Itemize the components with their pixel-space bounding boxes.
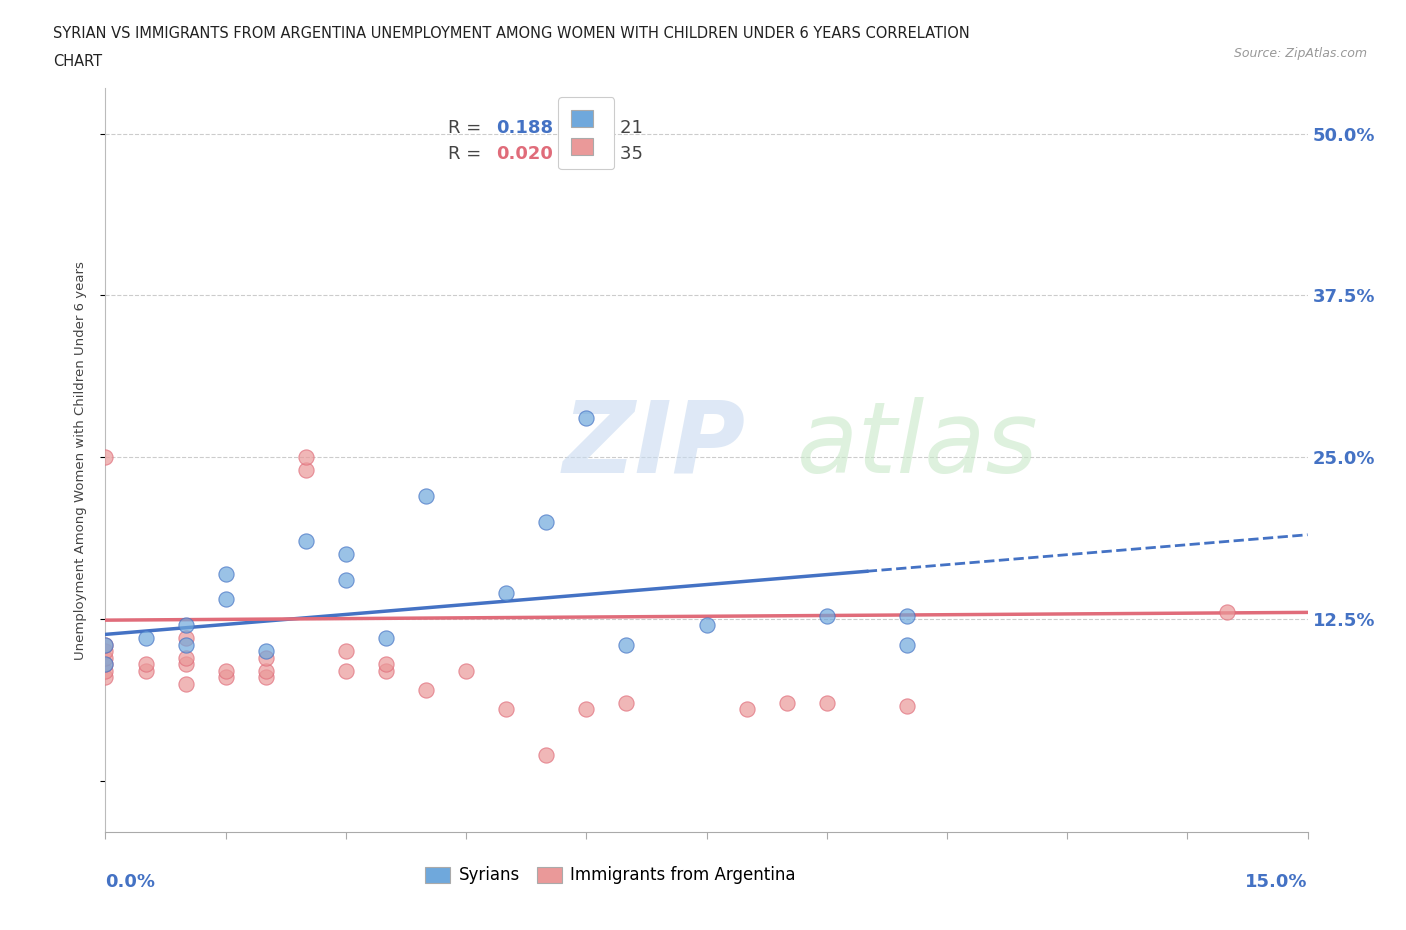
Point	[214, 670, 236, 684]
Point	[94, 637, 117, 652]
Text: R =: R =	[449, 119, 486, 137]
Point	[335, 644, 357, 658]
Point	[696, 618, 718, 632]
Y-axis label: Unemployment Among Women with Children Under 6 years: Unemployment Among Women with Children U…	[75, 261, 87, 659]
Legend: Syrians, Immigrants from Argentina: Syrians, Immigrants from Argentina	[419, 859, 801, 891]
Text: 0.020: 0.020	[496, 145, 553, 163]
Point	[415, 488, 437, 503]
Point	[214, 592, 236, 607]
Text: atlas: atlas	[797, 397, 1038, 494]
Point	[575, 702, 598, 717]
Point	[575, 411, 598, 426]
Text: 0.188: 0.188	[496, 119, 554, 137]
Point	[896, 698, 918, 713]
Point	[616, 637, 638, 652]
Text: R =: R =	[449, 145, 486, 163]
Text: N = 35: N = 35	[581, 145, 644, 163]
Point	[174, 657, 197, 671]
Text: Source: ZipAtlas.com: Source: ZipAtlas.com	[1233, 46, 1367, 60]
Text: CHART: CHART	[53, 54, 103, 69]
Point	[295, 462, 318, 477]
Point	[254, 670, 277, 684]
Point	[616, 696, 638, 711]
Point	[495, 586, 517, 601]
Point	[335, 547, 357, 562]
Text: ZIP: ZIP	[562, 397, 745, 494]
Point	[214, 566, 236, 581]
Point	[896, 609, 918, 624]
Point	[735, 702, 758, 717]
Point	[254, 644, 277, 658]
Point	[94, 450, 117, 465]
Point	[374, 663, 398, 678]
Point	[495, 702, 517, 717]
Point	[896, 637, 918, 652]
Point	[295, 534, 318, 549]
Text: 15.0%: 15.0%	[1246, 873, 1308, 891]
Point	[1216, 604, 1239, 619]
Point	[254, 650, 277, 665]
Point	[135, 663, 157, 678]
Point	[415, 683, 437, 698]
Point	[454, 663, 477, 678]
Point	[174, 676, 197, 691]
Point	[374, 631, 398, 645]
Point	[135, 657, 157, 671]
Point	[174, 637, 197, 652]
Text: 0.0%: 0.0%	[105, 873, 156, 891]
Text: N = 21: N = 21	[581, 119, 643, 137]
Point	[94, 644, 117, 658]
Point	[174, 618, 197, 632]
Point	[214, 663, 236, 678]
Point	[174, 650, 197, 665]
Point	[815, 696, 838, 711]
Text: SYRIAN VS IMMIGRANTS FROM ARGENTINA UNEMPLOYMENT AMONG WOMEN WITH CHILDREN UNDER: SYRIAN VS IMMIGRANTS FROM ARGENTINA UNEM…	[53, 26, 970, 41]
Point	[254, 663, 277, 678]
Point	[776, 696, 799, 711]
Point	[94, 637, 117, 652]
Point	[374, 657, 398, 671]
Point	[94, 650, 117, 665]
Point	[335, 663, 357, 678]
Point	[94, 657, 117, 671]
Point	[815, 609, 838, 624]
Point	[295, 450, 318, 465]
Point	[94, 670, 117, 684]
Point	[534, 514, 557, 529]
Point	[335, 573, 357, 588]
Point	[174, 631, 197, 645]
Point	[534, 748, 557, 763]
Point	[94, 657, 117, 671]
Point	[135, 631, 157, 645]
Point	[94, 663, 117, 678]
